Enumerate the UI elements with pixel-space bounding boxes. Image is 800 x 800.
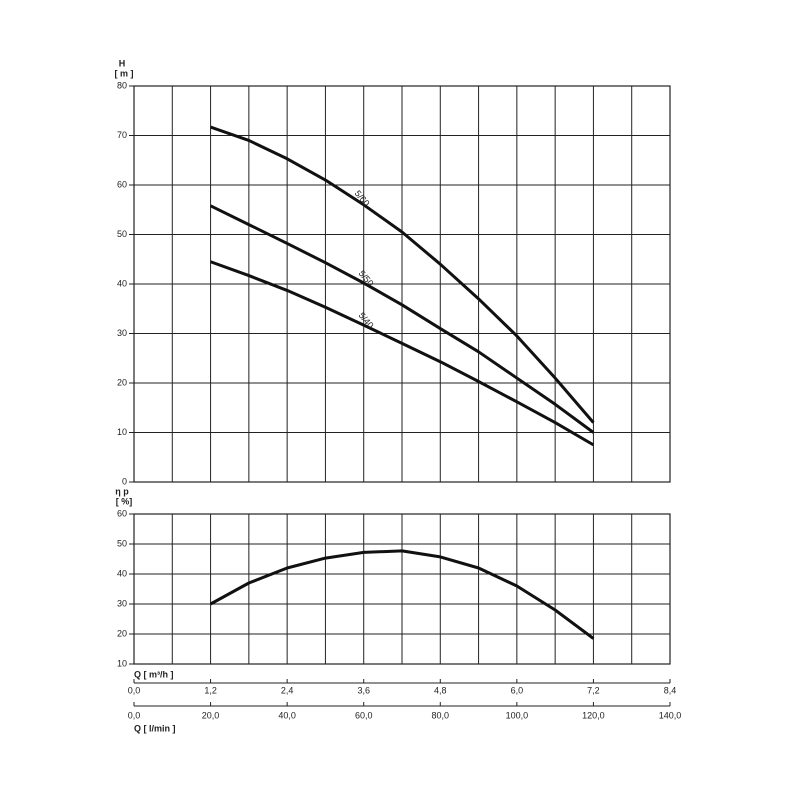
x2-axis-label: Q [ l/min ] bbox=[134, 723, 176, 733]
x-tick-label: 3,6 bbox=[357, 685, 370, 695]
y-tick-label: 50 bbox=[117, 229, 127, 239]
y-tick-label: 60 bbox=[117, 179, 127, 189]
x-tick-label: 7,2 bbox=[587, 685, 600, 695]
y-tick-label: 20 bbox=[117, 377, 127, 387]
y-tick-label: 30 bbox=[117, 598, 127, 608]
x2-tick-label: 40,0 bbox=[278, 710, 296, 720]
y-axis-label: η p bbox=[115, 486, 129, 496]
curve-label: 5/50 bbox=[357, 268, 376, 288]
y-tick-label: 80 bbox=[117, 80, 127, 90]
plot-frame bbox=[133, 85, 671, 483]
x-tick-label: 6,0 bbox=[511, 685, 524, 695]
curve bbox=[210, 260, 595, 447]
x2-tick-label: 0,0 bbox=[128, 710, 141, 720]
plot-frame bbox=[133, 513, 671, 665]
y-tick-label: 20 bbox=[117, 628, 127, 638]
y-tick-label: 40 bbox=[117, 278, 127, 288]
y-tick-label: 10 bbox=[117, 658, 127, 668]
x-tick-label: 8,4 bbox=[664, 685, 677, 695]
y-tick-label: 10 bbox=[117, 427, 127, 437]
x2-tick-label: 140,0 bbox=[659, 710, 682, 720]
curve bbox=[209, 204, 595, 434]
x-tick-label: 0,0 bbox=[128, 685, 141, 695]
x-tick-label: 2,4 bbox=[281, 685, 294, 695]
y-tick-label: 40 bbox=[117, 568, 127, 578]
y-tick-label: 0 bbox=[122, 476, 127, 486]
y-axis-unit: [ m ] bbox=[115, 68, 134, 78]
x-tick-label: 4,8 bbox=[434, 685, 447, 695]
x-axis-label: Q [ m³/h ] bbox=[134, 669, 174, 679]
y-tick-label: 30 bbox=[117, 328, 127, 338]
y-tick-label: 50 bbox=[117, 538, 127, 548]
curve-label: 5/40 bbox=[357, 310, 376, 330]
x-tick-label: 1,2 bbox=[204, 685, 217, 695]
y-tick-label: 70 bbox=[117, 130, 127, 140]
x2-tick-label: 100,0 bbox=[506, 710, 529, 720]
y-axis-label: H bbox=[119, 58, 126, 68]
curve bbox=[209, 549, 595, 640]
x2-tick-label: 60,0 bbox=[355, 710, 373, 720]
curve bbox=[210, 125, 595, 424]
x2-tick-label: 120,0 bbox=[582, 710, 605, 720]
x2-tick-label: 80,0 bbox=[432, 710, 450, 720]
y-axis-unit: [ %] bbox=[116, 496, 133, 506]
y-tick-label: 60 bbox=[117, 508, 127, 518]
x2-tick-label: 20,0 bbox=[202, 710, 220, 720]
